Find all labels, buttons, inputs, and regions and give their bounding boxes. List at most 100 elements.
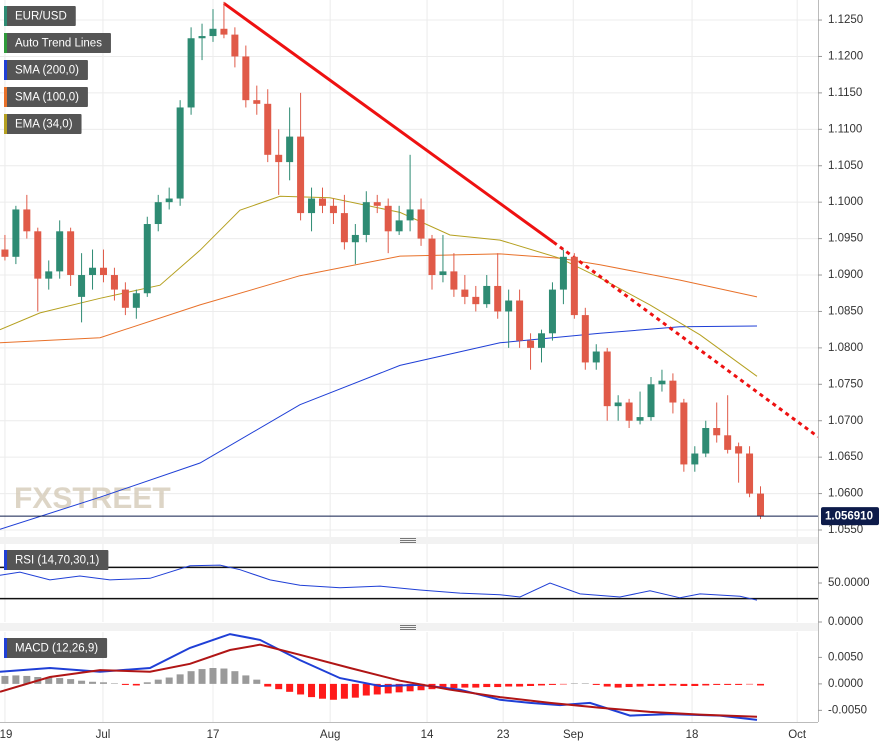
candle-body bbox=[450, 271, 458, 290]
series-line bbox=[552, 240, 818, 439]
y-tick-label: 1.0750 bbox=[828, 378, 863, 390]
candle-body bbox=[67, 231, 75, 276]
histogram-bar bbox=[625, 683, 633, 688]
legend-label: EUR/USD bbox=[15, 11, 67, 23]
histogram-bar bbox=[581, 683, 589, 684]
histogram-bar bbox=[308, 683, 316, 698]
histogram-bar bbox=[187, 671, 195, 684]
candle-body bbox=[483, 285, 491, 305]
histogram-bar bbox=[132, 683, 140, 686]
candle-body bbox=[439, 271, 447, 276]
candle-body bbox=[220, 28, 228, 35]
y-tick-label: 1.1050 bbox=[828, 160, 863, 172]
histogram-bar bbox=[527, 683, 535, 686]
histogram-bar bbox=[724, 683, 732, 685]
candle-body bbox=[559, 256, 567, 290]
candle-body bbox=[34, 231, 42, 279]
legend-item: RSI (14,70,30,1) bbox=[4, 550, 109, 570]
candle-body bbox=[472, 296, 480, 305]
histogram-bar bbox=[373, 683, 381, 695]
series-line bbox=[0, 633, 758, 721]
legend-box bbox=[4, 60, 88, 80]
y-tick-label: 1.0850 bbox=[828, 305, 863, 317]
candle-body bbox=[538, 333, 546, 348]
x-tick-label: 19 bbox=[0, 729, 12, 741]
histogram-bar bbox=[538, 683, 546, 686]
candle-body bbox=[757, 493, 765, 517]
y-tick-label: 1.1100 bbox=[828, 123, 862, 135]
legend-label: SMA (200,0) bbox=[15, 65, 79, 77]
histogram-bar bbox=[658, 683, 666, 686]
histogram-bar bbox=[78, 680, 86, 684]
candle-body bbox=[395, 220, 403, 232]
candle-body bbox=[275, 154, 283, 163]
y-tick-label: 1.1150 bbox=[828, 87, 862, 99]
resize-handle[interactable] bbox=[400, 538, 416, 630]
histogram-bar bbox=[351, 683, 359, 698]
x-tick-label: 18 bbox=[686, 729, 699, 741]
histogram-bar bbox=[286, 683, 294, 692]
grid bbox=[0, 0, 818, 722]
candle-body bbox=[351, 234, 359, 243]
y-tick-label: 1.0600 bbox=[828, 488, 863, 500]
histogram-bar bbox=[417, 683, 425, 691]
candle-body bbox=[264, 103, 272, 155]
legend-box bbox=[4, 638, 108, 658]
candle-body bbox=[702, 428, 710, 454]
legend-label: SMA (100,0) bbox=[15, 92, 79, 104]
candle-body bbox=[12, 209, 20, 257]
histogram-bar bbox=[636, 683, 644, 687]
candle-body bbox=[735, 446, 743, 454]
histogram-bar bbox=[340, 683, 348, 699]
candle-body bbox=[56, 231, 64, 272]
series-line bbox=[0, 643, 758, 718]
histogram-bar bbox=[691, 683, 699, 686]
candle-body bbox=[746, 453, 754, 494]
candle-body bbox=[516, 300, 524, 341]
histogram-bar bbox=[220, 668, 228, 684]
candle-body bbox=[340, 213, 348, 243]
candle-body bbox=[713, 428, 721, 436]
candle-body bbox=[505, 300, 513, 312]
histogram-bar bbox=[329, 683, 337, 700]
histogram-bar bbox=[483, 683, 491, 688]
histogram-bar bbox=[494, 683, 502, 688]
histogram-bar bbox=[516, 683, 524, 687]
y-tick-label: 50.0000 bbox=[828, 577, 870, 589]
candle-body bbox=[297, 136, 305, 214]
candle-body bbox=[461, 289, 469, 297]
histogram-bar bbox=[121, 683, 129, 685]
histogram-bar bbox=[603, 683, 611, 687]
series-line bbox=[0, 564, 758, 601]
histogram-bar bbox=[450, 683, 458, 689]
legend-swatch bbox=[4, 33, 7, 53]
histogram-bar bbox=[439, 683, 447, 689]
candle-body bbox=[198, 36, 206, 39]
histogram-bar bbox=[231, 671, 239, 684]
watermark: FXSTREET bbox=[14, 482, 171, 515]
candle-body bbox=[121, 289, 129, 308]
histogram-bar bbox=[89, 681, 97, 684]
legend-item: MACD (12,26,9) bbox=[4, 638, 108, 658]
candle-body bbox=[308, 198, 316, 214]
candle-body bbox=[417, 209, 425, 239]
candle-body bbox=[78, 275, 86, 297]
histogram-bar bbox=[680, 683, 688, 686]
candle-body bbox=[548, 289, 556, 334]
y-tick-label: 1.0950 bbox=[828, 233, 863, 245]
histogram-bar bbox=[570, 683, 578, 684]
legend-swatch bbox=[4, 114, 7, 134]
candle-body bbox=[527, 340, 535, 348]
candle-body bbox=[110, 275, 118, 290]
candle-body bbox=[154, 202, 162, 225]
candle-body bbox=[494, 285, 502, 312]
x-tick-label: Oct bbox=[788, 729, 807, 741]
histogram-bar bbox=[735, 683, 743, 685]
candle-body bbox=[176, 107, 184, 199]
y-tick-label: 1.0900 bbox=[828, 269, 863, 281]
histogram-bar bbox=[264, 683, 272, 687]
candle-body bbox=[625, 402, 633, 421]
histogram-bar bbox=[275, 683, 283, 690]
